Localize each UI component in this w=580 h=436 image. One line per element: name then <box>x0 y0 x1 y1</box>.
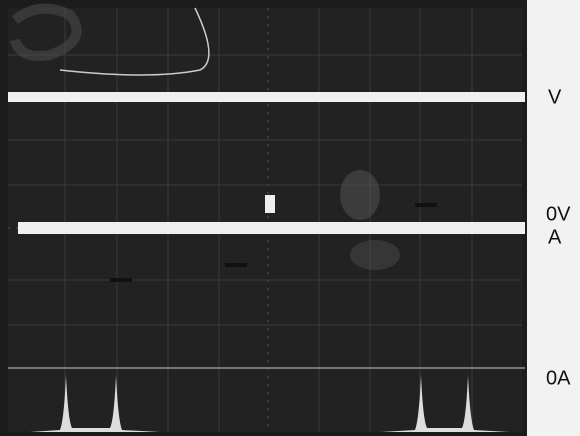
stray-trace <box>59 7 210 76</box>
current-zero-label: 0A <box>546 367 571 389</box>
glare <box>340 170 380 220</box>
voltage-zero-label: 0V <box>546 203 571 225</box>
marker <box>225 263 247 267</box>
current-label: A <box>548 226 562 248</box>
current-trace <box>18 222 525 234</box>
marker <box>110 278 132 282</box>
voltage-label: V <box>548 86 562 108</box>
graticule-area <box>8 8 522 432</box>
graticule <box>8 8 522 432</box>
voltage-trace <box>8 92 525 102</box>
marker <box>415 203 437 207</box>
glare <box>350 240 400 270</box>
glare <box>10 3 82 61</box>
speck <box>265 195 275 213</box>
